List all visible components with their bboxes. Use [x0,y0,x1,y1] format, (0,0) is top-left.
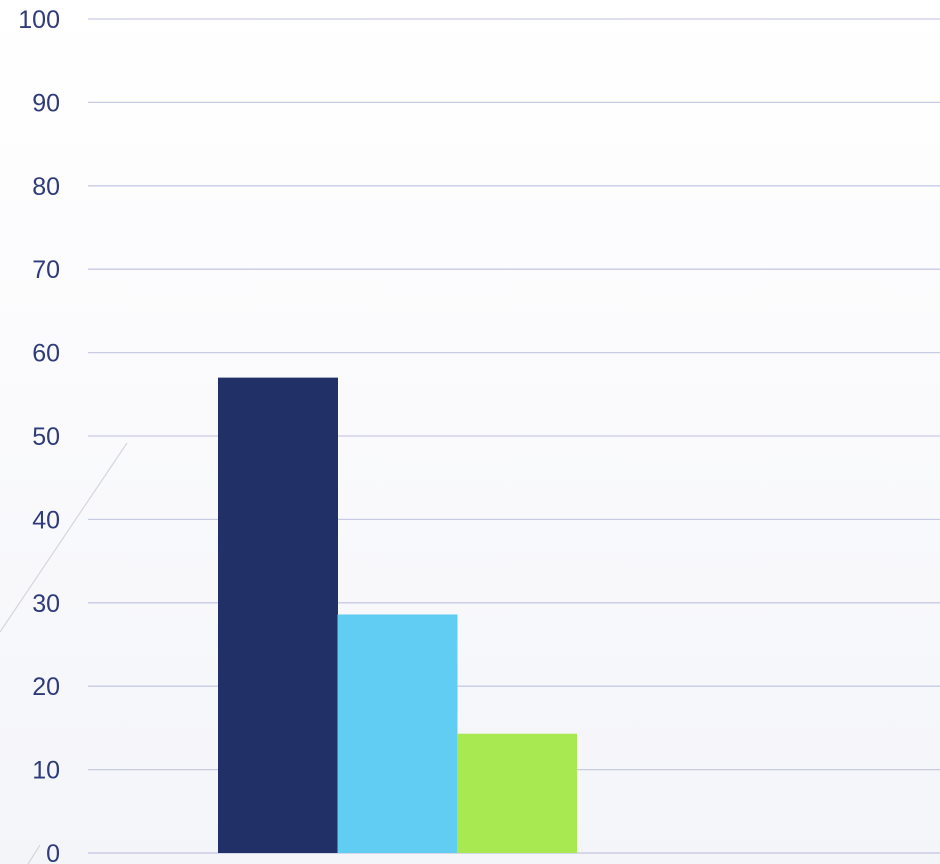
y-tick-label: 40 [32,506,60,534]
bar [337,614,458,853]
y-tick-label: 60 [32,340,60,368]
gridlines [88,18,940,854]
y-tick-label: 0 [46,840,60,864]
y-tick-label: 50 [32,423,60,451]
decorative-diagonal-line [0,442,128,633]
bars [218,377,577,853]
y-tick-label: 100 [18,6,60,34]
y-tick-label: 90 [32,89,60,117]
y-tick-label: 80 [32,173,60,201]
y-tick-label: 10 [32,757,60,785]
y-axis-tick-labels: 0 10 20 30 40 50 60 70 80 90 100 [18,6,60,864]
decorative-diagonal-line [27,844,41,864]
y-tick-label: 20 [32,673,60,701]
bar [218,377,338,853]
y-tick-label: 30 [32,590,60,618]
y-tick-label: 70 [32,256,60,284]
background-decoration [0,442,128,864]
bar [457,733,577,853]
